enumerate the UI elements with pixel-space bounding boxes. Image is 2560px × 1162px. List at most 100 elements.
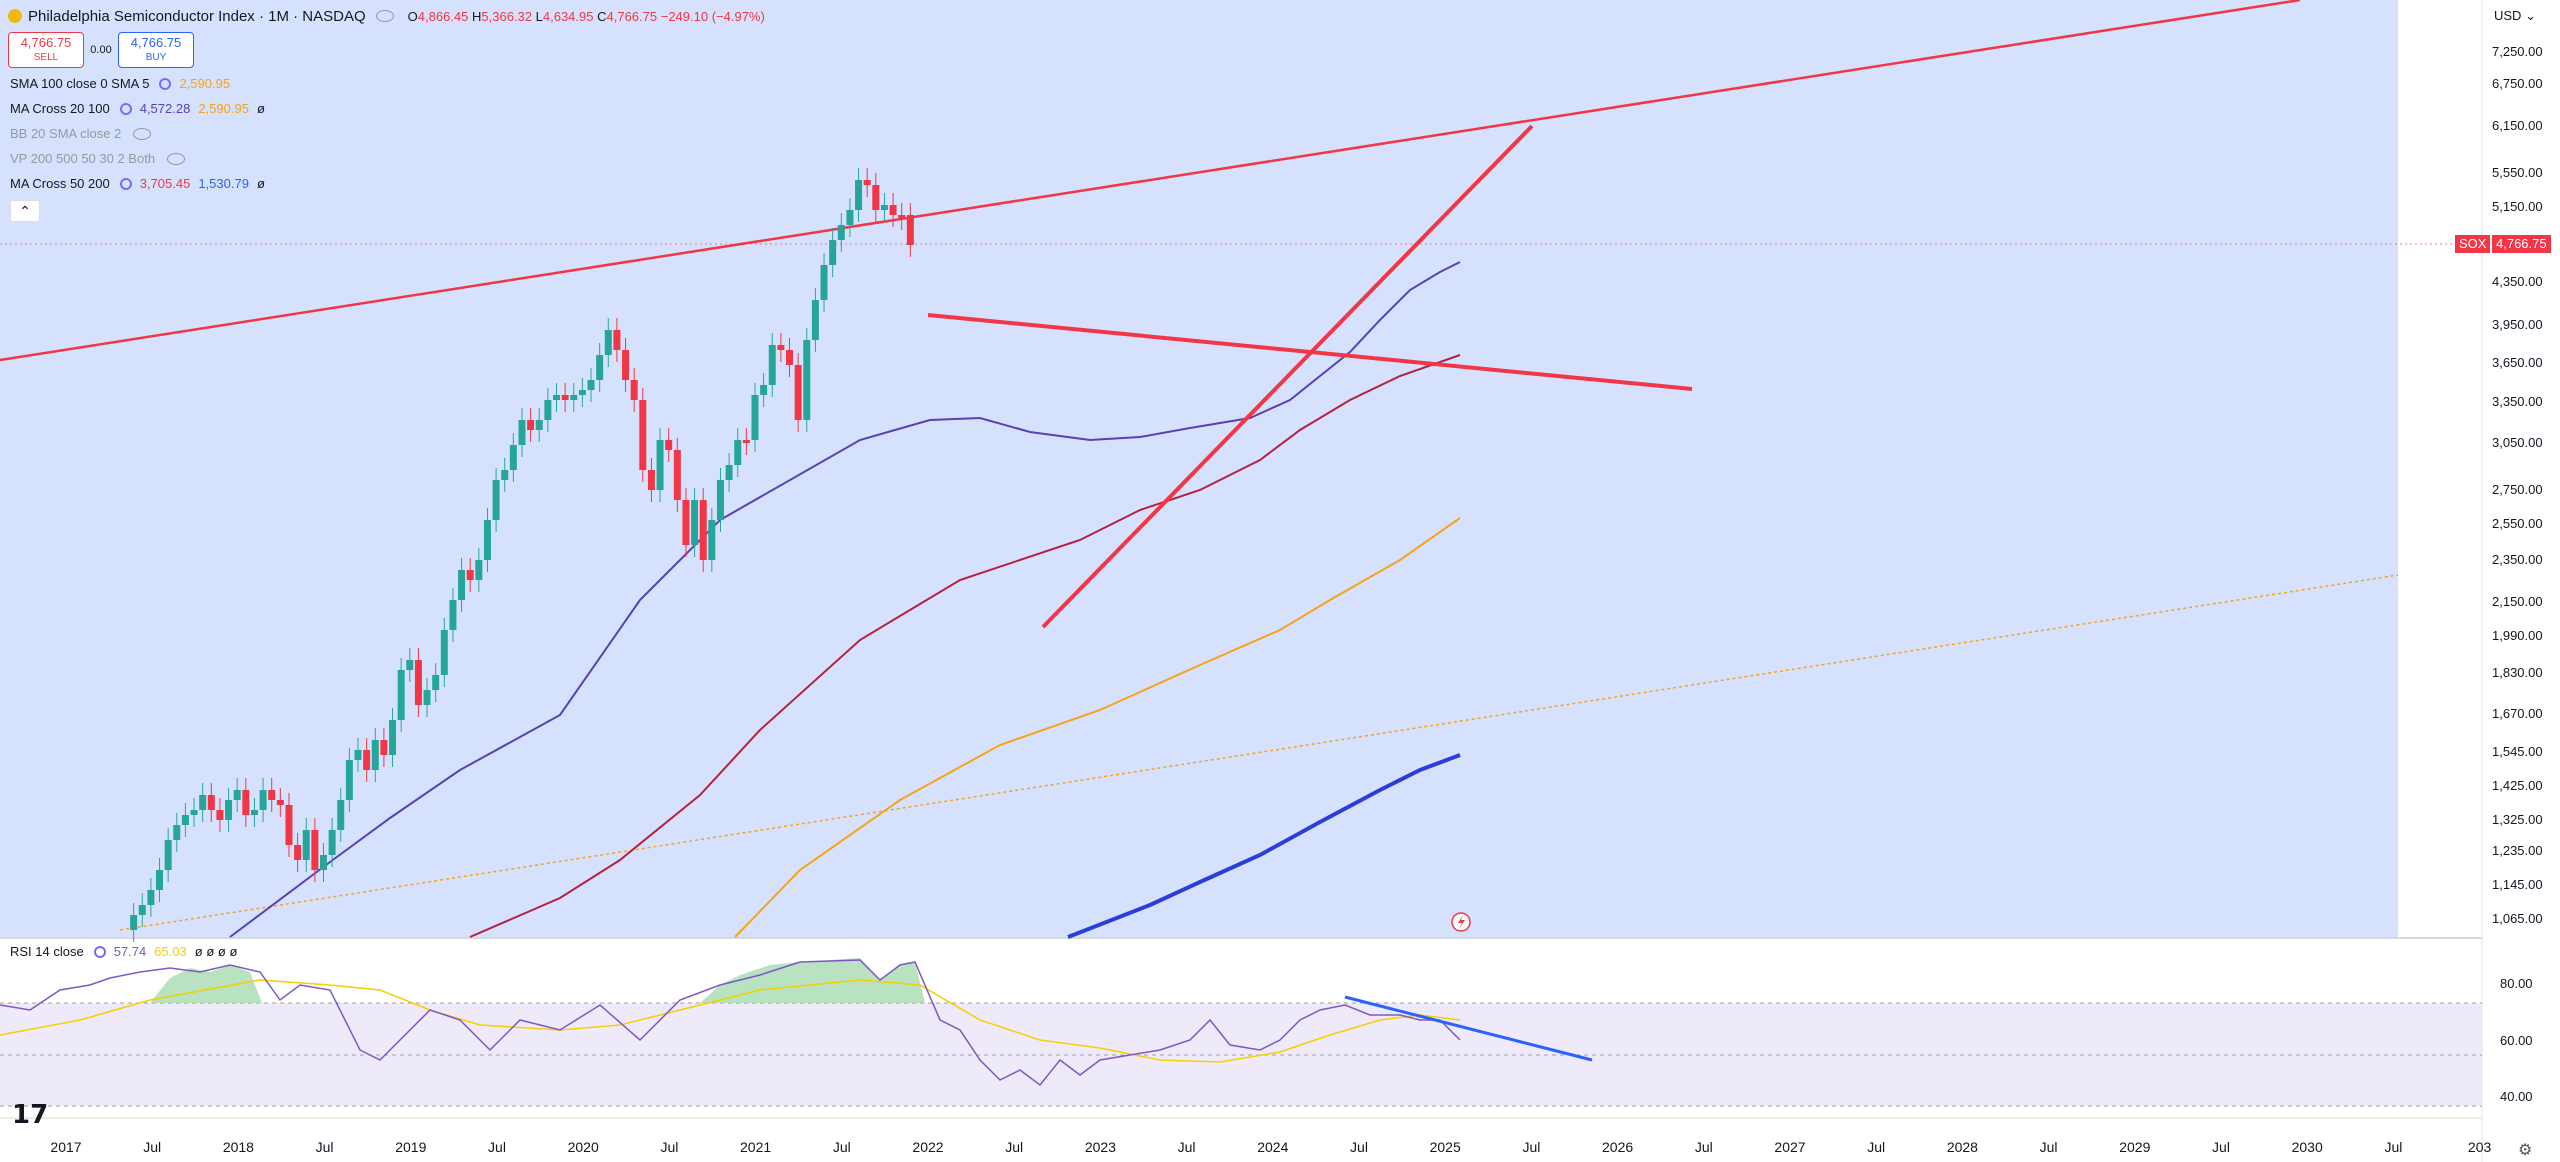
- open-value: 4,866.45: [417, 8, 469, 24]
- candle-body: [829, 240, 837, 265]
- candle-body: [432, 675, 440, 690]
- candle-body: [682, 500, 690, 545]
- price-axis-label: 5,150.00: [2492, 199, 2543, 214]
- chevron-up-icon[interactable]: ⌃: [10, 200, 40, 222]
- candle-body: [570, 395, 578, 400]
- support-trend-line[interactable]: [1041, 124, 1534, 629]
- eye-icon[interactable]: [375, 10, 394, 22]
- candle-body: [216, 810, 224, 820]
- time-axis-label: 2023: [1084, 1139, 1116, 1155]
- candle-body: [130, 915, 138, 930]
- rsi-axis-label: 40.00: [2500, 1089, 2533, 1104]
- gear-icon[interactable]: [119, 177, 132, 190]
- candle-body: [880, 205, 888, 210]
- last-price-tag: 4,766.75: [2492, 235, 2551, 253]
- price-axis-label: 4,350.00: [2492, 274, 2543, 289]
- candle-body: [622, 350, 630, 380]
- low-value: 4,634.95: [542, 8, 594, 24]
- candle-body: [535, 420, 543, 430]
- rsi-line: [0, 959, 1461, 1087]
- candle-body: [742, 440, 750, 443]
- sell-button[interactable]: 4,766.75 SELL: [8, 32, 84, 68]
- rsi-overbought-fill-1: [150, 965, 262, 1003]
- indicator-label: BB 20 SMA close 2: [10, 126, 122, 141]
- settings-icon[interactable]: ⚙: [2518, 1142, 2533, 1159]
- time-axis-label: 2020: [567, 1139, 599, 1155]
- candle-body: [794, 365, 802, 420]
- dotted-trend-line: [119, 574, 2399, 931]
- candle-body: [786, 350, 794, 365]
- candle-body: [906, 215, 914, 245]
- candle-body: [483, 520, 491, 560]
- candle-body: [285, 805, 293, 845]
- price-axis-label: 2,550.00: [2492, 516, 2543, 531]
- price-axis-label: 1,990.00: [2492, 628, 2543, 643]
- rsi-label[interactable]: RSI 14 close: [10, 944, 84, 959]
- candle-body: [449, 600, 457, 630]
- price-axis-label: 7,250.00: [2492, 44, 2543, 59]
- indicator-value: 2,590.95: [179, 76, 231, 91]
- currency-selector[interactable]: USD ⌄: [2494, 8, 2536, 23]
- upper-trend-line[interactable]: [0, 0, 2301, 362]
- candle-body: [302, 830, 310, 860]
- candle-body: [509, 445, 517, 470]
- price-axis-label: 1,670.00: [2492, 706, 2543, 721]
- candle-body: [397, 670, 405, 720]
- candle-body: [440, 630, 448, 675]
- candle-body: [380, 740, 388, 755]
- gear-icon[interactable]: [159, 77, 172, 90]
- candle-body: [518, 420, 526, 445]
- candle-body: [319, 855, 327, 870]
- candle-body: [699, 500, 707, 560]
- rsi-axis-label: 60.00: [2500, 1033, 2533, 1048]
- time-axis-label: Jul: [660, 1139, 679, 1155]
- eye-hidden-icon[interactable]: [133, 127, 152, 140]
- high-value: 5,366.32: [481, 8, 533, 24]
- price-axis-label: 2,150.00: [2492, 594, 2543, 609]
- tradingview-logo-icon[interactable]: 17: [12, 1100, 49, 1130]
- candle-body: [527, 420, 535, 430]
- ma20-line: [229, 261, 1461, 938]
- candle-body: [345, 760, 353, 800]
- rsi-flags: ø ø ø ø: [194, 944, 238, 959]
- candle-body: [656, 440, 664, 490]
- indicator-row[interactable]: MA Cross 50 200 3,705.45 1,530.79 ø: [10, 176, 265, 191]
- candle-body: [423, 690, 431, 705]
- candle-body: [898, 215, 906, 218]
- indicator-value: 1,530.79: [198, 176, 249, 191]
- candle-body: [337, 800, 345, 830]
- candle-body: [164, 840, 172, 870]
- candle-body: [665, 440, 673, 450]
- time-axis-label: Jul: [2384, 1139, 2403, 1155]
- candle-body: [294, 845, 302, 860]
- time-axis-label: Jul: [1177, 1139, 1196, 1155]
- candle-body: [406, 660, 414, 670]
- candle-body: [354, 750, 362, 760]
- candle-body: [414, 660, 422, 705]
- time-axis-label: 2030: [2291, 1139, 2323, 1155]
- indicator-row[interactable]: VP 200 500 50 30 2 Both: [10, 151, 195, 166]
- rsi-value: 57.74: [113, 944, 147, 959]
- close-value: 4,766.75: [606, 8, 658, 24]
- trade-buttons: 4,766.75 SELL 0.00 4,766.75 BUY: [8, 32, 194, 68]
- indicator-row[interactable]: BB 20 SMA close 2: [10, 126, 161, 141]
- eye-hidden-icon[interactable]: [167, 152, 186, 165]
- candle-body: [837, 225, 845, 240]
- candle-body: [233, 790, 241, 800]
- candle-body: [259, 790, 267, 810]
- time-axis-label: 2024: [1257, 1139, 1289, 1155]
- candle-body: [691, 500, 699, 545]
- time-axis-label: 2022: [912, 1139, 944, 1155]
- price-axis-label: 3,350.00: [2492, 394, 2543, 409]
- symbol-title[interactable]: Philadelphia Semiconductor Index · 1M · …: [28, 7, 366, 25]
- buy-button[interactable]: 4,766.75 BUY: [118, 32, 194, 68]
- gear-icon[interactable]: [93, 945, 106, 958]
- indicator-row[interactable]: SMA 100 close 0 SMA 5 2,590.95: [10, 76, 238, 91]
- candle-body: [716, 480, 724, 520]
- gear-icon[interactable]: [119, 102, 132, 115]
- candle-body: [673, 450, 681, 500]
- indicator-row[interactable]: MA Cross 20 100 4,572.28 2,590.95 ø: [10, 101, 265, 116]
- rsi-divergence-line[interactable]: [1344, 995, 1593, 1062]
- time-axis-label: Jul: [2039, 1139, 2058, 1155]
